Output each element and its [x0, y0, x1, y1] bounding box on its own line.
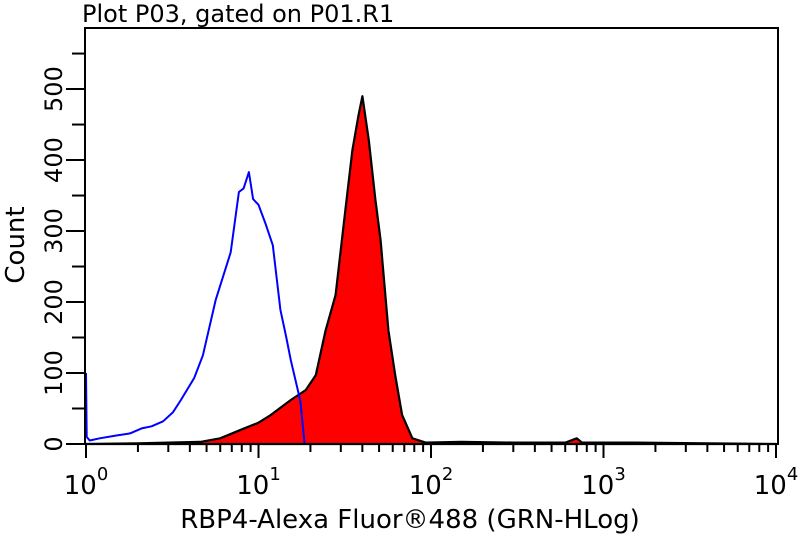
x-tick-label: 104: [754, 464, 799, 501]
y-tick-label: 200: [40, 279, 68, 325]
chart-title: Plot P03, gated on P01.R1: [82, 0, 394, 28]
x-tick-label: 100: [64, 464, 109, 501]
y-tick-label: 500: [40, 66, 68, 112]
x-axis-label: RBP4-Alexa Fluor®488 (GRN-HLog): [180, 505, 640, 535]
plot-frame: [84, 27, 779, 445]
sample-histogram-filled: [84, 95, 778, 446]
x-tick-label: 101: [236, 464, 281, 501]
y-tick-label: 100: [40, 350, 68, 396]
y-tick-label: 0: [40, 436, 68, 451]
control-histogram-outline: [85, 171, 306, 445]
y-axis-label: Count: [1, 206, 31, 283]
x-tick-label: 102: [409, 464, 454, 501]
y-tick-label: 400: [40, 137, 68, 183]
x-tick-label: 103: [581, 464, 626, 501]
y-tick-label: 300: [40, 208, 68, 254]
